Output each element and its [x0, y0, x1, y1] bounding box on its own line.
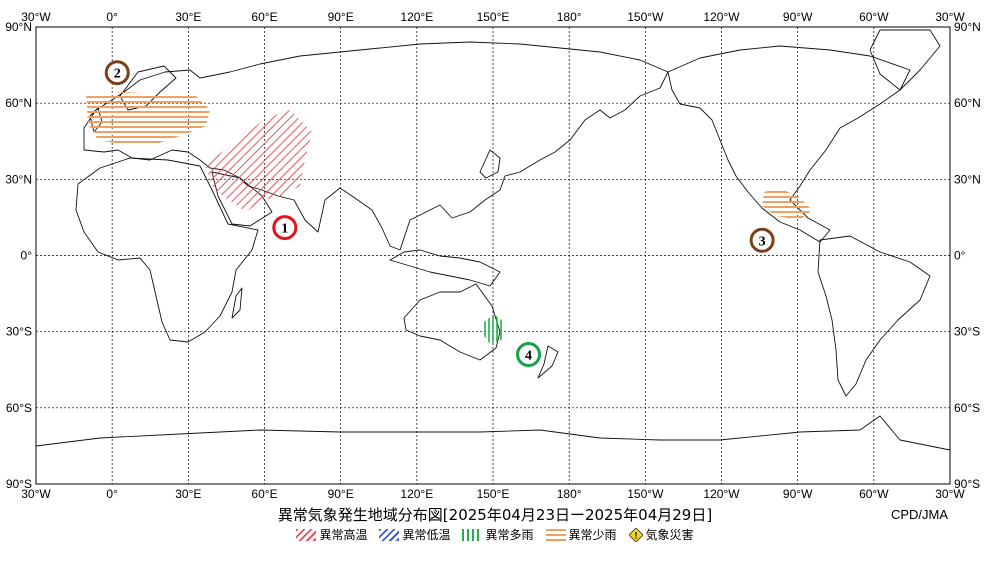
lat-tick-label-right: 90°S [954, 477, 980, 491]
legend-label-wet: 異常多雨 [485, 528, 534, 542]
lon-tick-label-top: 120°W [703, 10, 740, 24]
legend-item-cold: 異常低温 [379, 526, 450, 543]
marker-circle [104, 60, 130, 86]
lon-tick-label-top: 150°E [477, 10, 510, 24]
region-marker-2: 2 [104, 60, 130, 86]
legend-item-dry: 異常少雨 [545, 526, 617, 543]
greenland [869, 29, 941, 91]
lon-tick-label-bottom: 60°W [859, 487, 889, 501]
lat-tick-label-right: 30°N [954, 172, 981, 186]
lon-tick-label-bottom: 120°W [703, 487, 740, 501]
warning-diamond-icon: ! [628, 527, 643, 542]
maritime-se-asia [389, 249, 501, 287]
lon-tick-label-top: 30°W [935, 10, 965, 24]
marker-circle [749, 227, 775, 253]
legend-item-wet: 異常多雨 [462, 526, 534, 543]
axis-labels: 30°W30°W0°0°30°E30°E60°E60°E90°E90°E120°… [5, 10, 981, 501]
lat-tick-label-right: 30°S [954, 325, 980, 339]
region-marker-3: 3 [749, 227, 775, 253]
legend-item-hot: 異常高温 [296, 526, 367, 543]
lon-tick-label-bottom: 150°W [627, 487, 664, 501]
wet-hatch-swatch [462, 528, 483, 541]
region-markers: 1 2 3 4 [104, 60, 775, 368]
legend: 異常高温 異常低温 異常多雨 異常少雨 ! 気象災害 [0, 526, 990, 543]
marker-number: 4 [525, 349, 532, 364]
japan [479, 149, 501, 179]
warning-glyph: ! [634, 530, 637, 540]
new-zealand [537, 345, 559, 379]
lon-tick-label-top: 30°W [21, 10, 51, 24]
lon-tick-label-bottom: 0° [106, 487, 118, 501]
lon-tick-label-top: 60°W [859, 10, 889, 24]
map-credit: CPD/JMA [890, 507, 948, 522]
region-dry-3 [762, 188, 812, 220]
lon-tick-label-bottom: 90°E [328, 487, 354, 501]
antarctica [35, 415, 951, 451]
africa [75, 157, 259, 343]
lon-tick-label-top: 30°E [175, 10, 201, 24]
marker-circle [272, 215, 298, 241]
region-hot-1 [204, 110, 312, 212]
lon-tick-label-top: 90°E [328, 10, 354, 24]
lat-tick-label-right: 60°S [954, 401, 980, 415]
lon-tick-label-bottom: 120°E [400, 487, 433, 501]
lon-tick-label-bottom: 150°E [477, 487, 510, 501]
legend-label-cold: 異常低温 [402, 528, 451, 542]
legend-item-disaster: ! 気象災害 [628, 526, 694, 543]
cold-hatch-swatch [379, 528, 400, 541]
lon-tick-label-bottom: 30°W [21, 487, 51, 501]
lat-tick-label-left: 90°S [6, 477, 32, 491]
south-america [817, 235, 931, 397]
dry-hatch-swatch [545, 528, 566, 541]
marker-number: 2 [114, 67, 121, 82]
region-wet-4 [484, 314, 504, 344]
region-dry-2 [86, 92, 210, 146]
lon-tick-label-top: 0° [106, 10, 118, 24]
marker-number: 3 [759, 234, 766, 249]
lon-tick-label-bottom: 90°W [783, 487, 813, 501]
map-title: 異常気象発生地域分布図[2025年04月23日ー2025年04月29日] [277, 506, 713, 524]
lat-tick-label-left: 0° [21, 249, 33, 263]
lon-tick-label-top: 90°W [783, 10, 813, 24]
marker-circle [516, 342, 542, 368]
lon-tick-label-bottom: 30°W [935, 487, 965, 501]
anomaly-regions [86, 92, 812, 344]
region-marker-4: 4 [516, 342, 542, 368]
marker-number: 1 [281, 222, 288, 237]
lon-tick-label-top: 60°E [251, 10, 277, 24]
graticule [36, 27, 950, 484]
lat-tick-label-right: 90°N [954, 20, 981, 34]
lon-tick-label-bottom: 60°E [251, 487, 277, 501]
lat-tick-label-right: 60°N [954, 96, 981, 110]
lon-tick-label-bottom: 30°E [175, 487, 201, 501]
lon-tick-label-bottom: 180° [557, 487, 582, 501]
lon-tick-label-top: 120°E [400, 10, 433, 24]
legend-label-disaster: 気象災害 [645, 528, 694, 542]
legend-label-hot: 異常高温 [319, 528, 368, 542]
lat-tick-label-right: 0° [954, 249, 966, 263]
lat-tick-label-left: 30°S [6, 325, 32, 339]
lon-tick-label-top: 150°W [627, 10, 664, 24]
legend-label-dry: 異常少雨 [568, 528, 617, 542]
hot-hatch-swatch [296, 528, 317, 541]
lat-tick-label-left: 30°N [5, 172, 32, 186]
lat-tick-label-left: 60°N [5, 96, 32, 110]
madagascar [231, 287, 243, 319]
region-marker-1: 1 [272, 215, 298, 241]
lat-tick-label-left: 90°N [5, 20, 32, 34]
lat-tick-label-left: 60°S [6, 401, 32, 415]
lon-tick-label-top: 180° [557, 10, 582, 24]
